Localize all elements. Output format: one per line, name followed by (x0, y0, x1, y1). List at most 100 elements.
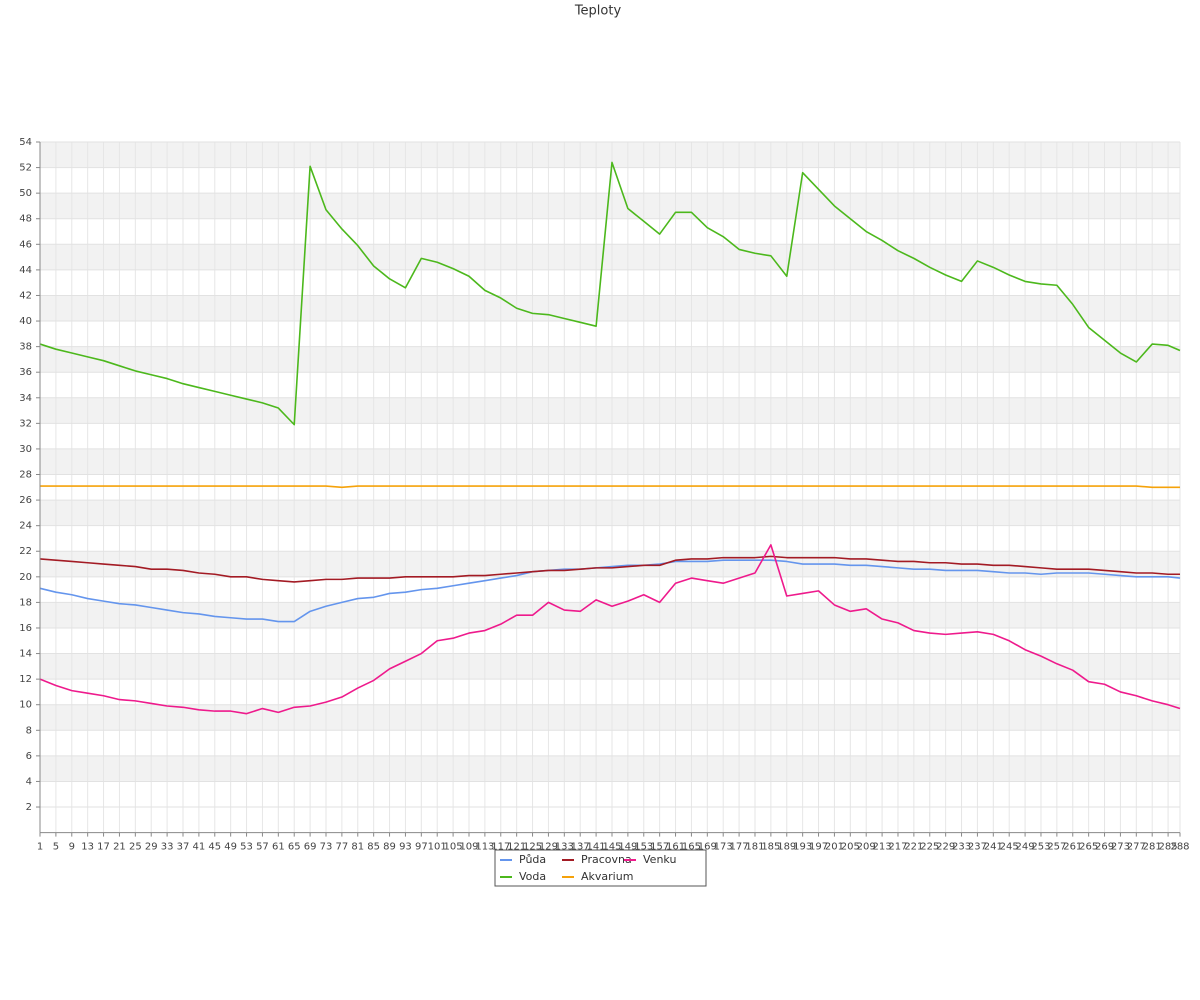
x-tick-label: 129 (539, 842, 558, 853)
y-tick-label: 54 (19, 137, 32, 148)
grid-band (40, 653, 1180, 680)
x-tick-label: 33 (161, 842, 174, 853)
legend-label: Pracovna (581, 853, 632, 866)
y-tick-label: 52 (19, 163, 32, 174)
x-tick-label: 217 (888, 842, 907, 853)
y-tick-label: 50 (19, 188, 32, 199)
x-tick-label: 177 (730, 842, 749, 853)
grid-band (40, 704, 1180, 731)
x-tick-label: 53 (240, 842, 253, 853)
y-tick-label: 4 (26, 776, 32, 787)
x-tick-label: 69 (304, 842, 317, 853)
grid-band (40, 500, 1180, 526)
y-tick-label: 2 (26, 802, 32, 813)
y-tick-label: 14 (19, 649, 32, 660)
x-tick-label: 145 (602, 842, 621, 853)
y-tick-label: 16 (19, 623, 32, 634)
line-series (39, 555, 1180, 583)
x-tick-label: 5 (53, 842, 59, 853)
grid-band (40, 755, 1180, 782)
x-tick-label: 181 (745, 842, 764, 853)
y-tick-label: 20 (19, 572, 32, 583)
y-tick-label: 44 (19, 265, 32, 276)
x-tick-label: 117 (491, 842, 510, 853)
grid-band (40, 602, 1180, 628)
y-tick-label: 12 (19, 674, 32, 685)
grid-band (40, 448, 1180, 475)
x-tick-label: 133 (555, 842, 574, 853)
legend-label: Voda (519, 870, 546, 883)
x-tick-label: 153 (634, 842, 653, 853)
x-tick-label: 125 (523, 842, 542, 853)
y-tick-label: 36 (19, 367, 32, 378)
y-tick-label: 18 (19, 597, 32, 608)
x-tick-label: 193 (793, 842, 812, 853)
y-tick-label: 24 (19, 521, 32, 532)
x-tick-label: 161 (666, 842, 685, 853)
line-series (39, 161, 1181, 426)
x-tick-label: 257 (1047, 842, 1066, 853)
x-tick-label: 45 (208, 842, 221, 853)
x-tick-label: 29 (145, 842, 158, 853)
x-tick-label: 249 (1016, 842, 1035, 853)
x-tick-label: 101 (428, 842, 447, 853)
x-tick-label: 265 (1079, 842, 1098, 853)
x-tick-label: 21 (113, 842, 126, 853)
x-tick-label: 229 (936, 842, 955, 853)
x-tick-label: 65 (288, 842, 301, 853)
x-tick-label: 17 (97, 842, 110, 853)
x-tick-label: 141 (587, 842, 606, 853)
y-tick-label: 28 (19, 470, 32, 481)
line-series (40, 485, 1180, 489)
x-tick-label: 25 (129, 842, 142, 853)
x-tick-label: 81 (351, 842, 364, 853)
y-tick-label: 48 (19, 214, 32, 225)
x-tick-label: 281 (1143, 842, 1162, 853)
x-tick-label: 189 (777, 842, 796, 853)
x-tick-label: 197 (809, 842, 828, 853)
x-tick-label: 61 (272, 842, 285, 853)
x-tick-label: 273 (1111, 842, 1130, 853)
x-tick-label: 89 (383, 842, 396, 853)
x-tick-label: 137 (571, 842, 590, 853)
legend-label: Venku (643, 853, 676, 866)
legend-label: Akvarium (581, 870, 633, 883)
y-tick-label: 40 (19, 316, 32, 327)
x-tick-label: 9 (69, 842, 75, 853)
x-tick-label: 57 (256, 842, 269, 853)
x-tick-label: 213 (873, 842, 892, 853)
grid-band (40, 346, 1180, 373)
x-tick-label: 237 (968, 842, 987, 853)
x-tick-label: 85 (367, 842, 380, 853)
y-tick-label: 22 (19, 546, 32, 557)
x-tick-label: 201 (825, 842, 844, 853)
x-tick-label: 109 (459, 842, 478, 853)
grid-band (40, 397, 1180, 424)
grid-band (40, 142, 1180, 168)
x-tick-label: 93 (399, 842, 412, 853)
y-tick-label: 30 (19, 444, 32, 455)
x-tick-label: 73 (320, 842, 333, 853)
y-tick-label: 32 (19, 418, 32, 429)
x-tick-label: 105 (444, 842, 463, 853)
x-tick-label: 253 (1031, 842, 1050, 853)
x-tick-label: 121 (507, 842, 526, 853)
x-tick-label: 37 (177, 842, 190, 853)
x-tick-label: 97 (415, 842, 428, 853)
y-tick-label: 46 (19, 239, 32, 250)
x-tick-label: 149 (618, 842, 637, 853)
x-tick-label: 241 (984, 842, 1003, 853)
x-tick-label: 209 (857, 842, 876, 853)
x-tick-label: 221 (904, 842, 923, 853)
x-tick-label: 245 (1000, 842, 1019, 853)
x-tick-label: 288 (1170, 842, 1189, 853)
y-tick-label: 34 (19, 393, 32, 404)
line-series (39, 544, 1181, 715)
x-tick-label: 185 (761, 842, 780, 853)
x-tick-label: 49 (224, 842, 237, 853)
x-tick-label: 225 (920, 842, 939, 853)
legend-box (494, 849, 707, 887)
chart-title: Teploty (574, 4, 622, 19)
grid-band (40, 295, 1180, 322)
